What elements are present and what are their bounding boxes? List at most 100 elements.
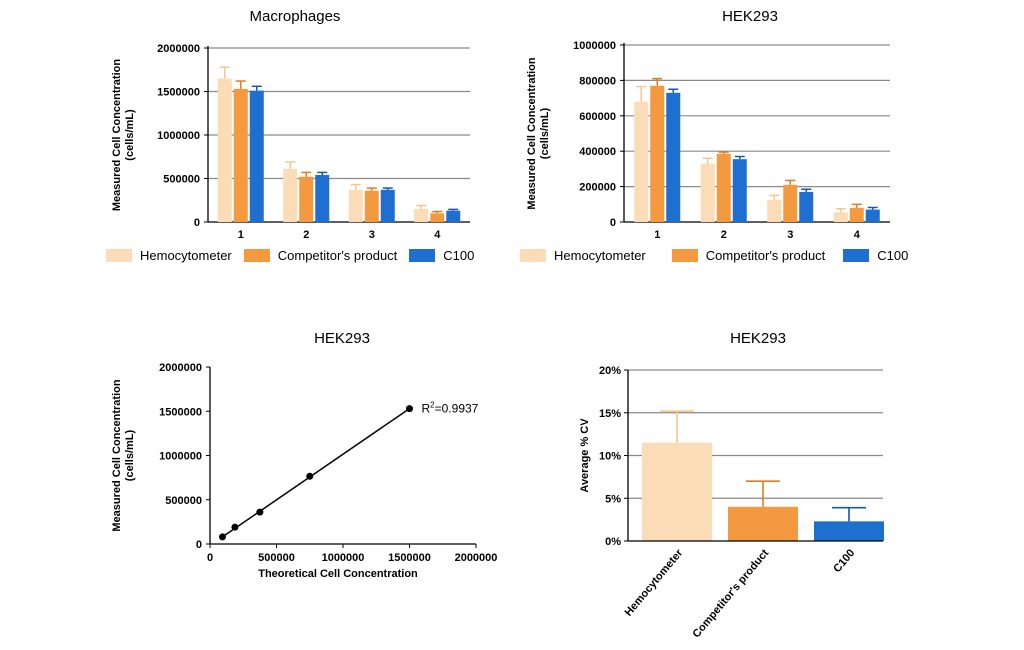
bar [833, 212, 848, 222]
legend-label: Competitor's product [705, 248, 826, 263]
legend-label: Hemocytometer [140, 248, 232, 263]
hek293-scatter-panel: HEK293 0 500000 1000000 1500000 2000000 0 5000… [0, 320, 512, 650]
y-tick-label: 2000000 [157, 43, 200, 55]
data-point [231, 523, 239, 531]
x-tick-label: 2000000 [455, 552, 498, 564]
bar [728, 506, 798, 541]
y-tick-label: 500000 [165, 495, 202, 507]
legend-label: C100 [877, 248, 909, 263]
hek293-cv-chart-panel: HEK293 Hemocytometer Competitor's product… [512, 320, 1024, 650]
hek293-bar-chart-panel: HEK293 0 200000 400000 600000 800000 1000000 1… [512, 0, 1024, 280]
legend-label: Hemocytometer [554, 248, 646, 263]
x-tick-label: Hemocytometer [623, 547, 686, 619]
bar [814, 521, 884, 541]
bar [380, 189, 395, 222]
legend-swatch-competitor [243, 249, 270, 262]
y-axis-label: (cells/mL) [539, 107, 551, 159]
bar [642, 442, 712, 541]
data-point [218, 533, 226, 541]
bar [446, 210, 461, 222]
bar [233, 88, 248, 222]
bar [217, 78, 232, 222]
y-tick-label: 200000 [579, 182, 616, 194]
bar [716, 153, 731, 222]
x-tick-label: 1500000 [388, 552, 431, 564]
legend: Hemocytometer Competitor's product C100 [106, 248, 486, 263]
legend: Hemocytometer Competitor's product C100 [520, 248, 920, 263]
y-tick-label: 600000 [579, 111, 616, 123]
x-tick-label: 1 [654, 229, 660, 241]
legend-label: Competitor's product [277, 248, 398, 263]
bar [865, 209, 880, 222]
x-tick-label: 3 [369, 229, 375, 241]
y-tick-label: 0% [605, 536, 621, 548]
y-axis-label: Measured Cell Concentration [526, 57, 538, 209]
bar [364, 190, 379, 222]
y-tick-label: 0 [196, 539, 202, 551]
r-squared-annotation: R2=0.9937 [422, 401, 479, 416]
x-tick-label: C100 [831, 547, 857, 575]
legend-swatch-competitor [671, 249, 698, 262]
bar [650, 85, 665, 223]
hek293-cv-chart: Hemocytometer Competitor's product C100 0% 5… [579, 365, 884, 640]
hek293-scatter-chart: 0 500000 1000000 1500000 2000000 0 500000 10000… [111, 362, 498, 580]
y-tick-label: 1500000 [159, 406, 202, 418]
y-tick-label: 800000 [579, 75, 616, 87]
x-tick-label: 3 [787, 229, 793, 241]
legend-swatch-c100 [409, 249, 436, 262]
y-axis-label: (cells/mL) [124, 109, 136, 161]
x-axis-label: Theoretical Cell Concentration [258, 568, 418, 580]
y-tick-label: 20% [599, 365, 621, 377]
chart-title: Macrophages [249, 8, 341, 25]
bar [249, 90, 264, 222]
legend-swatch-c100 [843, 249, 870, 262]
y-tick-label: 2000000 [159, 362, 202, 374]
legend-label: C100 [443, 248, 475, 263]
x-tick-label: 1000000 [322, 552, 365, 564]
bar [414, 208, 429, 222]
hek293-bar-chart: 0 200000 400000 600000 800000 1000000 1 2 3 4 Meas… [526, 40, 890, 241]
chart-title: HEK293 [730, 330, 786, 347]
chart-title: HEK293 [314, 330, 370, 347]
bar [299, 176, 314, 222]
y-tick-label: 15% [599, 408, 621, 420]
x-tick-label: 0 [207, 552, 213, 564]
bar [315, 175, 330, 222]
y-tick-label: 400000 [579, 146, 616, 158]
x-tick-label: 4 [434, 229, 441, 241]
bar [283, 168, 298, 222]
data-point [256, 508, 264, 516]
y-axis-label: Measured Cell Concentration [111, 59, 123, 211]
x-tick-label: Competitor's product [690, 547, 771, 640]
data-point [406, 405, 413, 413]
bar [348, 189, 363, 222]
y-tick-label: 1000000 [159, 451, 202, 463]
x-tick-label: 2 [721, 229, 727, 241]
y-axis-label: Average % CV [579, 418, 591, 493]
x-tick-label: 2 [303, 229, 309, 241]
bar [430, 213, 445, 222]
y-axis-label: (cells/mL) [124, 429, 136, 481]
macrophages-chart-panel: Macrophages 0 500000 1000000 1500000 2000000… [0, 0, 512, 280]
legend-swatch-hemocytometer [106, 249, 132, 262]
bar [849, 207, 864, 222]
x-tick-label: 500000 [258, 552, 295, 564]
y-tick-label: 500000 [163, 174, 200, 186]
x-tick-label: 4 [854, 229, 861, 241]
y-tick-label: 5% [605, 493, 621, 505]
y-tick-label: 0 [194, 217, 200, 229]
bar [634, 101, 649, 222]
y-axis-label: Measured Cell Concentration [111, 379, 123, 531]
data-point [306, 472, 314, 480]
macrophages-chart: 0 500000 1000000 1500000 2000000 1 2 3 4 Measured… [111, 43, 470, 241]
bar [666, 92, 681, 222]
bar [767, 199, 782, 222]
x-tick-label: 1 [238, 229, 244, 241]
y-tick-label: 1000000 [157, 130, 200, 142]
y-tick-label: 1000000 [573, 40, 616, 52]
legend-swatch-hemocytometer [520, 249, 546, 262]
bar [700, 163, 715, 222]
trend-line [222, 407, 410, 538]
bar [783, 184, 798, 222]
y-tick-label: 0 [610, 217, 616, 229]
